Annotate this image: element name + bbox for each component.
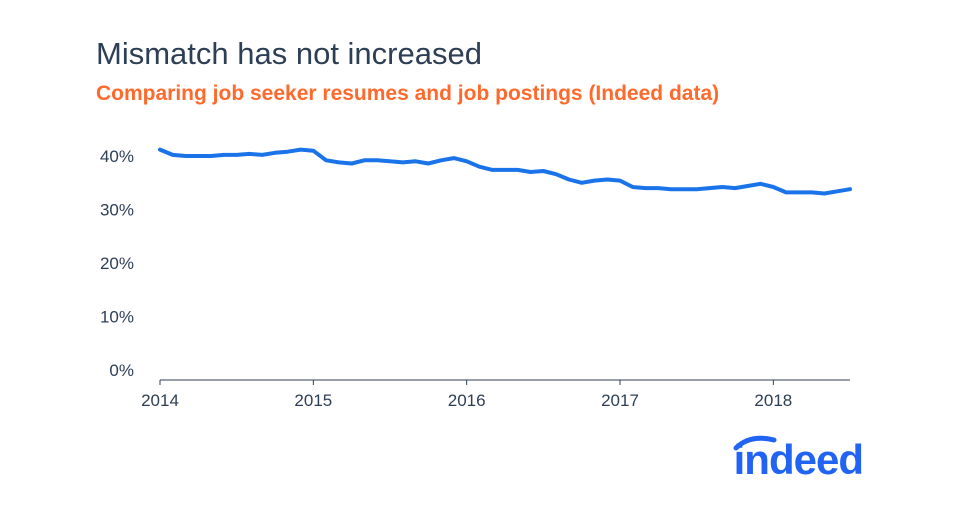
y-tick-label: 20% xyxy=(100,254,134,273)
y-tick-label: 10% xyxy=(100,308,134,327)
chart-title: Mismatch has not increased xyxy=(96,36,482,71)
x-tick-label: 2018 xyxy=(754,391,792,410)
indeed-logo: indeed xyxy=(733,435,864,484)
y-axis: 0% 10% 20% 30% 40% xyxy=(100,147,134,380)
plot-area xyxy=(158,147,852,196)
x-tick-label: 2016 xyxy=(448,391,486,410)
chart-subtitle: Comparing job seeker resumes and job pos… xyxy=(96,82,720,105)
y-tick-label: 30% xyxy=(100,201,134,220)
x-tick-label: 2014 xyxy=(141,391,179,410)
y-tick-label: 0% xyxy=(109,361,134,380)
x-tick-label: 2015 xyxy=(294,391,332,410)
logo-text: indeed xyxy=(733,436,864,483)
x-axis: 2014 2015 2016 2017 2018 xyxy=(141,379,850,410)
x-tick-label: 2017 xyxy=(601,391,639,410)
logo-arc-icon xyxy=(733,435,777,451)
series-line xyxy=(158,147,852,196)
y-tick-label: 40% xyxy=(100,147,134,166)
